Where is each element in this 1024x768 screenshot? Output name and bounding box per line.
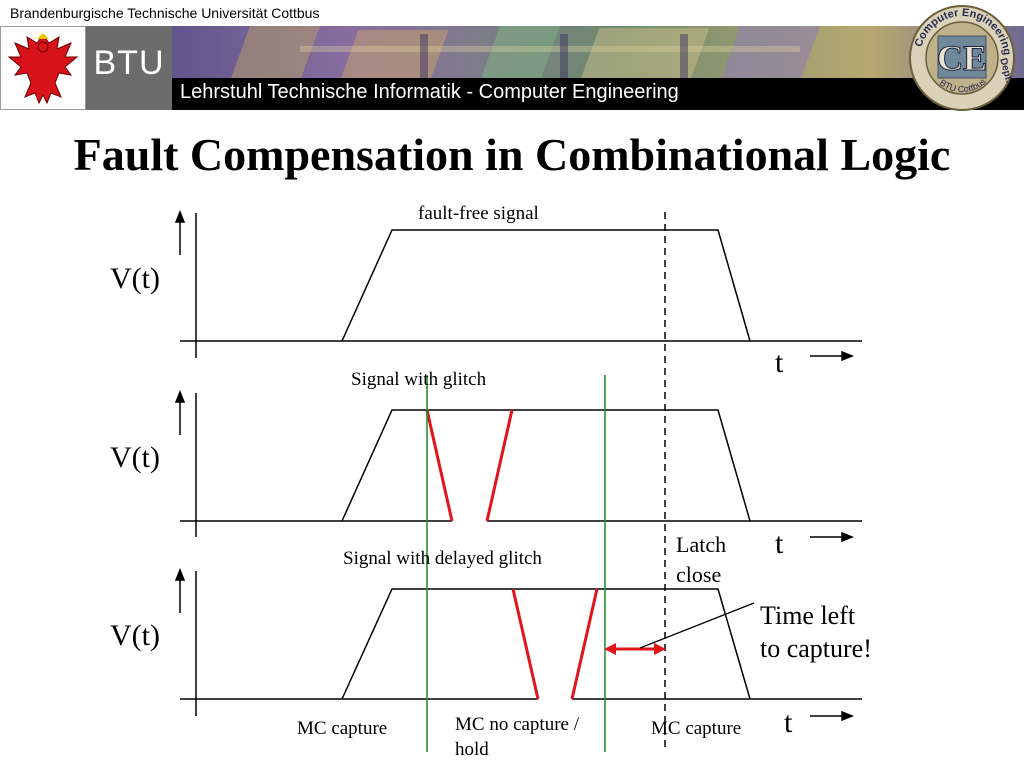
mc-capture-left-label: MC capture [297, 718, 388, 739]
plot3-x-label: t [784, 706, 793, 739]
btu-logo: BTU [86, 26, 172, 110]
plot3-caption: Signal with delayed glitch [343, 548, 542, 569]
plot2-y-label: V(t) [110, 441, 160, 474]
plot3-y-label: V(t) [110, 619, 160, 652]
latch-close-line2: close [676, 562, 722, 587]
mc-capture-right-label: MC capture [651, 718, 742, 739]
brandenburg-eagle-icon [7, 33, 79, 105]
plot2-glitch-fall [425, 409, 454, 522]
plot3-glitch-fall [511, 588, 540, 700]
chair-name: Lehrstuhl Technische Informatik - Comput… [180, 81, 679, 103]
plot2-x-label: t [775, 527, 784, 560]
ce-letters: CE [937, 38, 987, 78]
time-left-pointer [639, 602, 755, 649]
mc-no-capture-line1: MC no capture / [455, 714, 580, 735]
plot1-x-label: t [775, 346, 784, 379]
university-name: Brandenburgische Technische Universität … [10, 5, 320, 21]
latch-close-label: Latch close [676, 530, 726, 590]
plot1-fault-free-signal [341, 229, 751, 342]
plot2-glitch-rise [485, 409, 514, 522]
plot2-caption: Signal with glitch [351, 369, 487, 390]
ce-logo: Computer Engineering BTU Cottbus Dept. C… [909, 5, 1015, 111]
slide-title: Fault Compensation in Combinational Logi… [73, 129, 951, 180]
latch-close-line1: Latch [676, 532, 727, 557]
mc-no-capture-line2: hold [455, 739, 489, 760]
time-left-line1: Time left [760, 601, 856, 630]
plot3-glitch-rise [570, 588, 599, 700]
plot1-caption: fault-free signal [418, 203, 539, 224]
plot1-y-label: V(t) [110, 262, 160, 295]
time-left-line2: to capture! [760, 634, 872, 663]
plot2-signal [341, 409, 751, 522]
brandenburg-eagle-logo [0, 26, 86, 110]
chair-bar: Lehrstuhl Technische Informatik - Comput… [172, 78, 1024, 110]
time-left-arrow [604, 643, 666, 655]
mc-no-capture-label: MC no capture / hold [455, 712, 579, 762]
plot3-signal [341, 588, 751, 700]
btu-logo-text: BTU [93, 44, 165, 82]
time-left-label: Time left to capture! [760, 599, 872, 665]
